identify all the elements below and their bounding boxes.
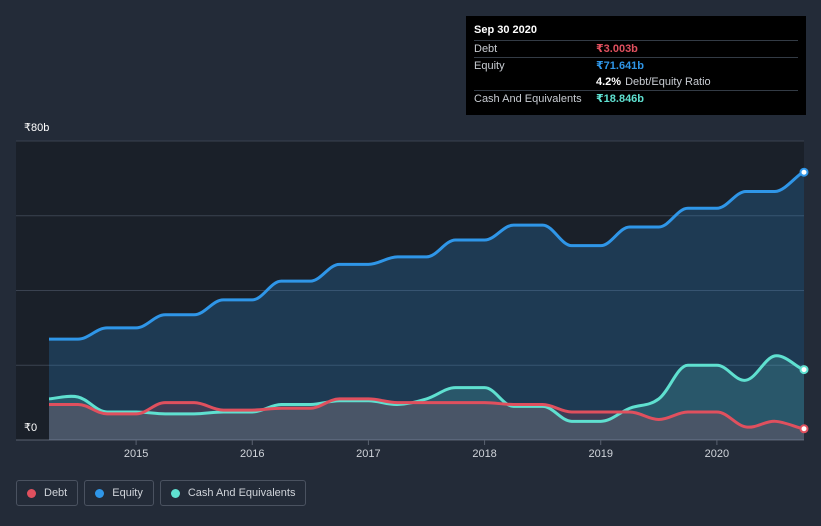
y-tick-label-max: ₹80b: [24, 122, 50, 134]
legend-equity-label: Equity: [112, 487, 143, 499]
x-tick-label: 2016: [240, 448, 264, 460]
tooltip-ratio-row: 4.2% Debt/Equity Ratio: [474, 74, 798, 90]
tooltip-debt-label: Debt: [474, 43, 498, 55]
legend-cash-dot-icon: [170, 488, 180, 498]
equity-line: [49, 170, 805, 341]
debt-area: [49, 398, 804, 440]
x-tick-label: 2019: [588, 448, 612, 460]
legend-item-cash[interactable]: Cash And Equivalents: [159, 480, 307, 506]
legend-item-debt[interactable]: Debt: [16, 480, 79, 506]
x-tick-label: 2018: [472, 448, 496, 460]
series-end-markers: [799, 167, 809, 434]
legend-cash-label: Cash And Equivalents: [187, 487, 296, 499]
tooltip-cash-row: Cash And Equivalents ₹18.846b: [474, 90, 798, 107]
tooltip-debt-row: Debt ₹3.003b: [474, 40, 798, 57]
legend-debt-dot-icon: [27, 488, 36, 498]
series-lines: [48, 170, 805, 431]
y-tick-label-zero: ₹0: [24, 422, 38, 434]
cash-area: [49, 355, 804, 440]
grid-lines: [16, 140, 804, 441]
tooltip-equity-label: Equity: [474, 60, 505, 72]
chart-legend: Debt Equity Cash And Equivalents: [16, 480, 307, 506]
cash-end-point: [799, 365, 809, 375]
cash-line: [48, 354, 805, 423]
legend-debt-label: Debt: [44, 487, 68, 499]
x-axis-ticks: 2015 2016 2017 2018 2019 2020: [124, 440, 729, 460]
x-tick-label: 2017: [356, 448, 380, 460]
equity-area: [49, 172, 804, 440]
tooltip-cash-label: Cash And Equivalents: [474, 93, 582, 105]
tooltip-debt-value: ₹3.003b: [596, 43, 638, 55]
tooltip-equity-row: Equity ₹71.641b: [474, 57, 798, 74]
series-areas: [49, 172, 804, 440]
x-tick-label: 2020: [705, 448, 729, 460]
tooltip-equity-value: ₹71.641b: [596, 60, 645, 72]
tooltip-ratio-value: 4.2%: [596, 76, 622, 88]
x-tick-label: 2015: [124, 448, 148, 460]
tooltip-ratio-label: Debt/Equity Ratio: [625, 76, 711, 88]
tooltip-cash-value: ₹18.846b: [596, 93, 645, 105]
debt-end-point: [799, 424, 809, 434]
tooltip-panel: Sep 30 2020 Debt ₹3.003b Equity ₹71.641b…: [466, 16, 806, 115]
debt-line: [49, 397, 805, 431]
legend-item-equity[interactable]: Equity: [84, 480, 154, 506]
tooltip-date: Sep 30 2020: [474, 24, 537, 36]
legend-equity-dot-icon: [95, 488, 105, 498]
equity-end-point: [799, 167, 809, 177]
